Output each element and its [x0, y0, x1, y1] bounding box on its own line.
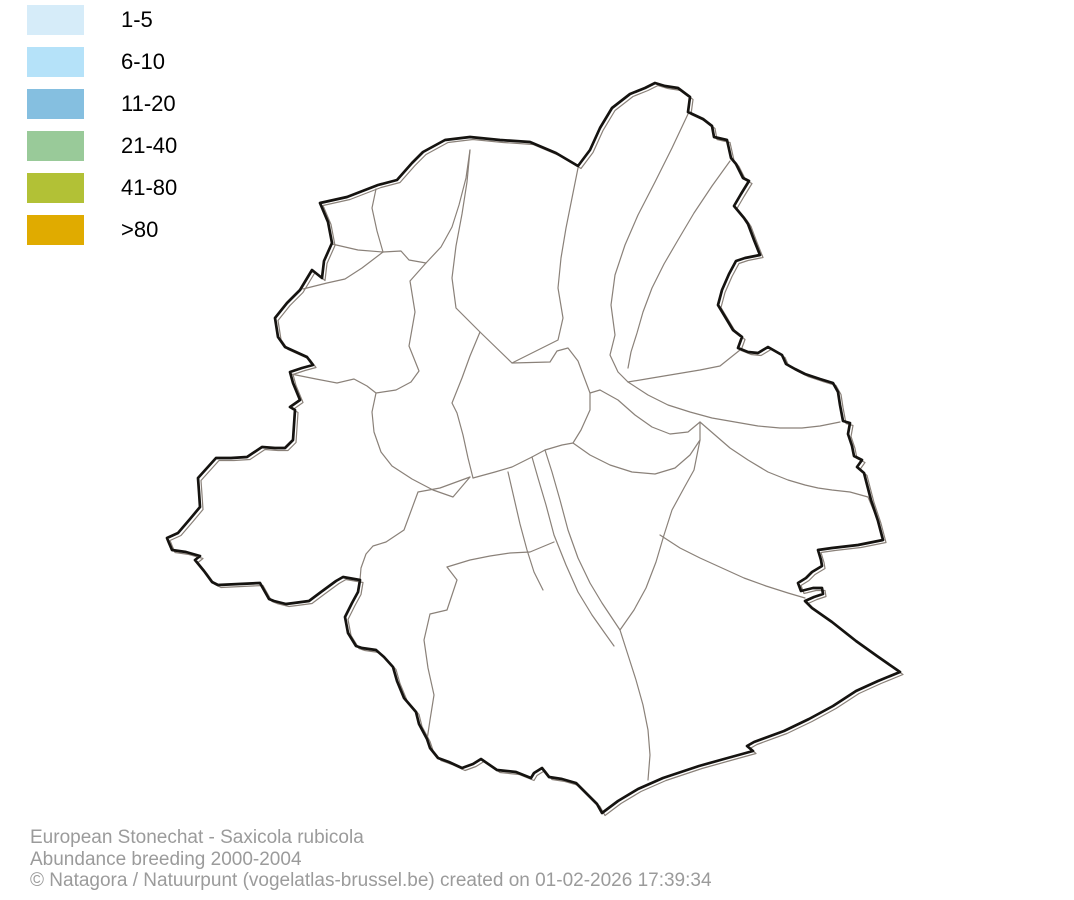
legend-swatch-color: [27, 89, 84, 119]
legend-label: 41-80: [121, 175, 178, 200]
legend-label: 21-40: [121, 133, 178, 158]
region-border: [165, 81, 902, 815]
legend-item: 6-10: [27, 47, 177, 77]
municipal-boundary: [699, 421, 879, 522]
legend-swatch-color: [27, 5, 84, 35]
municipal-boundary: [627, 160, 731, 369]
municipal-boundary: [371, 188, 384, 253]
legend-item: >80: [27, 215, 177, 245]
map-subtitle: Abundance breeding 2000-2004: [30, 848, 302, 870]
legend-swatch-color: [27, 131, 84, 161]
municipal-boundary: [531, 456, 615, 647]
municipal-boundary: [511, 167, 579, 364]
municipal-boundary: [472, 392, 591, 479]
legend-item: 1-5: [27, 5, 177, 35]
municipal-boundary: [302, 251, 384, 290]
legend-label: 1-5: [121, 7, 153, 32]
municipal-boundary: [423, 566, 458, 741]
legend-item: 41-80: [27, 173, 177, 203]
legend-swatch-color: [27, 173, 84, 203]
map-credits: European Stonechat - Saxicola rubicola A…: [30, 827, 712, 892]
municipal-boundaries: [290, 113, 879, 781]
legend-swatch-color: [27, 215, 84, 245]
municipal-boundary: [290, 373, 471, 498]
municipal-boundary: [609, 113, 689, 383]
municipal-boundary: [479, 331, 601, 394]
legend-item: 11-20: [27, 89, 177, 119]
municipal-boundary: [544, 449, 621, 631]
municipal-boundary: [446, 541, 555, 568]
municipal-boundary: [507, 471, 544, 591]
municipal-boundary: [659, 534, 806, 599]
municipal-boundary: [627, 381, 841, 429]
municipal-boundary: [375, 262, 427, 394]
municipal-boundary: [599, 389, 701, 435]
legend-swatch-color: [27, 47, 84, 77]
municipal-boundary: [451, 149, 481, 479]
abundance-legend: 1-5 6-10 11-20 21-40 41-80 >80: [27, 5, 177, 257]
legend-item: 21-40: [27, 131, 177, 161]
municipal-boundary: [359, 476, 471, 581]
municipal-boundary: [627, 349, 741, 383]
municipal-boundary: [572, 421, 701, 475]
legend-label: >80: [121, 217, 159, 242]
municipal-boundary: [619, 629, 651, 781]
species-title: European Stonechat - Saxicola rubicola: [30, 827, 364, 848]
legend-label: 6-10: [121, 49, 166, 74]
municipal-boundary: [619, 439, 701, 631]
copyright-line: © Natagora / Natuurpunt (vogelatlas-brus…: [30, 870, 712, 891]
municipal-outline-offset: [169, 84, 904, 817]
legend-label: 11-20: [121, 91, 176, 116]
municipal-boundary: [331, 149, 471, 264]
